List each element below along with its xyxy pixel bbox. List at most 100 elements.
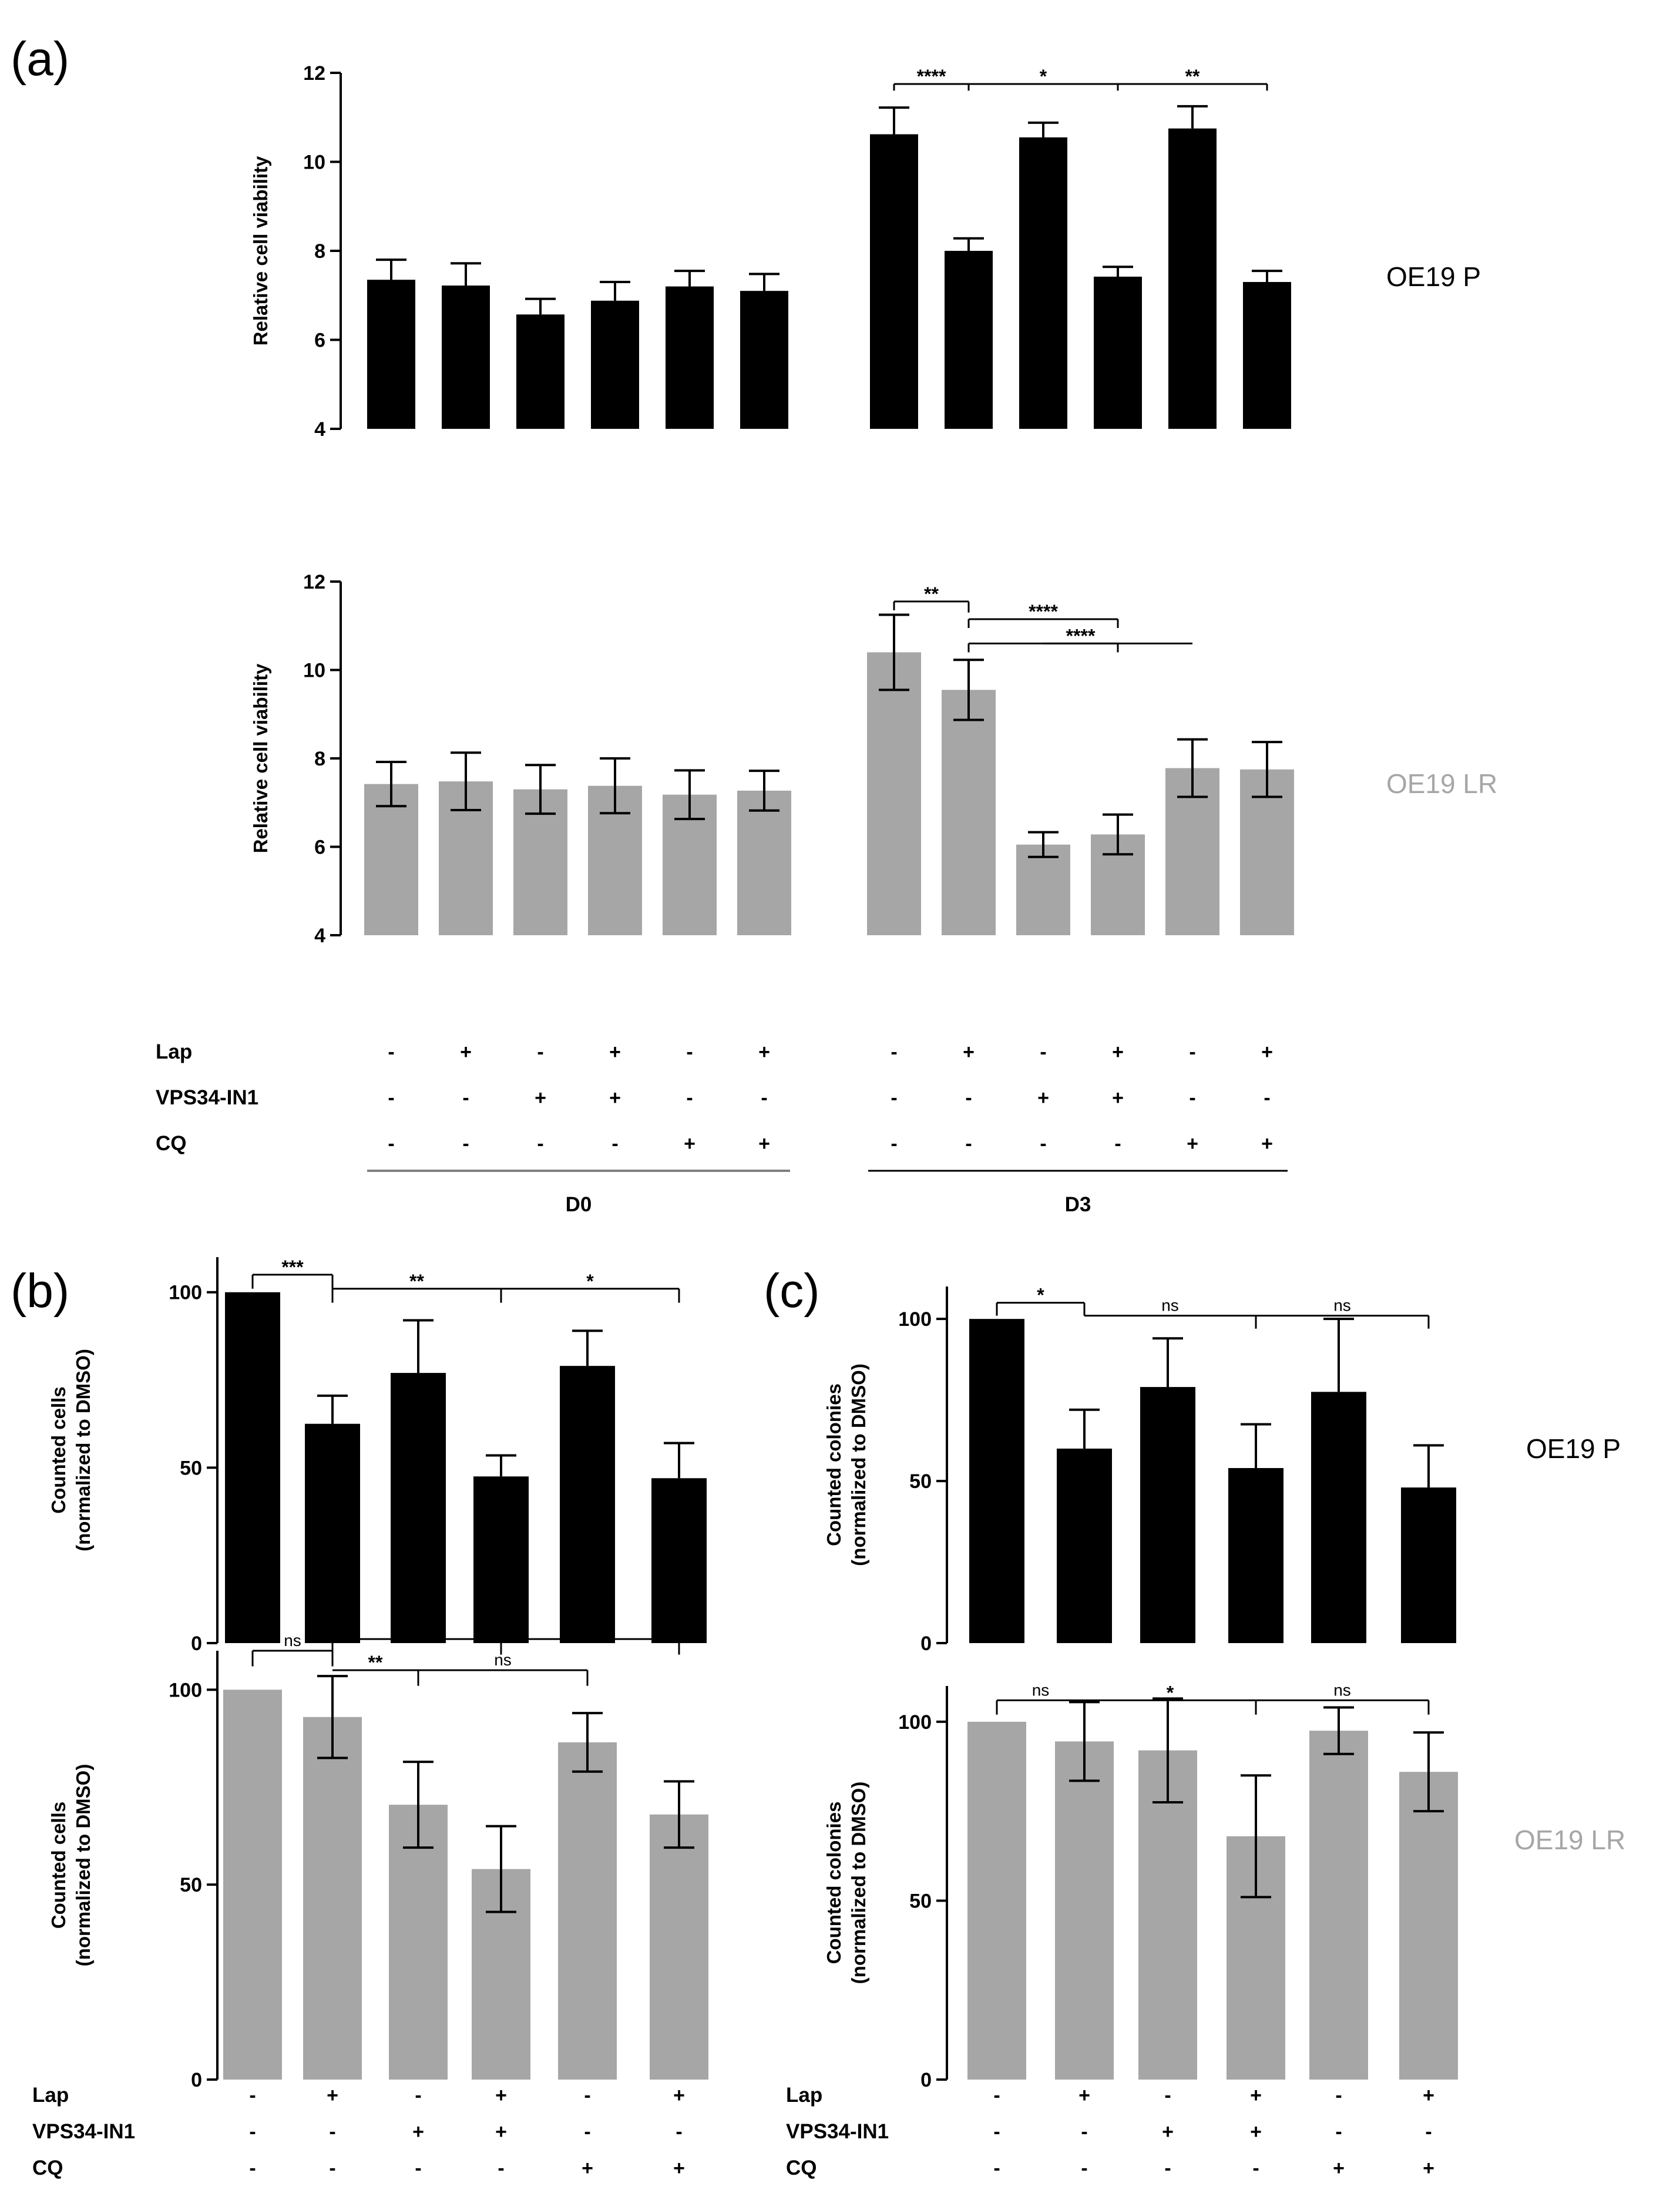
y-tick-label-b_top: 50	[180, 1457, 202, 1479]
treatment-sign-a: +	[609, 1041, 621, 1063]
bar-a_top	[870, 134, 918, 429]
y-axis-label-line: (normalized to DMSO)	[72, 1349, 94, 1551]
treatment-sign-c: -	[993, 2084, 1000, 2107]
treatment-sign-a: -	[537, 1133, 543, 1155]
bar-c_top	[1401, 1487, 1456, 1643]
treatment-sign-b: -	[249, 2084, 256, 2107]
y-tick-label-a_top: 12	[303, 62, 325, 85]
y-tick-label-b_bottom: 50	[180, 1874, 202, 1896]
bar-c_top	[1311, 1392, 1366, 1643]
y-axis-label-a_bottom: Relative cell viability	[250, 663, 271, 853]
treatment-sign-b: -	[415, 2084, 421, 2107]
bar-a_top	[367, 280, 415, 429]
y-tick-label-a_bottom: 12	[303, 571, 325, 593]
treatment-sign-a: +	[1261, 1133, 1273, 1155]
row-label-cq-b: CQ	[32, 2157, 63, 2179]
y-axis-label-line: (normalized to DMSO)	[848, 1363, 869, 1566]
bar-c_top	[1228, 1468, 1283, 1643]
sig-label-b_bottom: ns	[284, 1631, 301, 1650]
group-label-d3: D3	[1065, 1193, 1091, 1216]
y-tick-label-c_bottom: 50	[909, 1890, 932, 1912]
chart-b_top: 0 50 100 Counted cells (normalized to DMSO) *…	[48, 1257, 707, 1655]
row-label-vps34-a: VPS34-IN1	[156, 1086, 258, 1109]
treatment-sign-a: -	[1114, 1133, 1121, 1155]
treatment-sign-c: -	[1252, 2157, 1259, 2179]
y-axis-label-line: (normalized to DMSO)	[72, 1764, 94, 1967]
treatment-sign-b: +	[495, 2121, 507, 2143]
sig-label-b_bottom: **	[368, 1652, 383, 1673]
series-label-bc-bottom: OE19 LR	[1514, 1825, 1625, 1855]
y-tick-label-b_top: 0	[191, 1633, 202, 1655]
y-tick-label-c_top: 0	[920, 1633, 932, 1655]
bar-c_bottom	[1399, 1772, 1458, 2080]
sig-label-a_bottom: ****	[1066, 625, 1096, 646]
treatment-sign-b: +	[582, 2157, 593, 2179]
y-axis-label-a_top: Relative cell viability	[250, 156, 271, 345]
bar-c_bottom	[1138, 1750, 1197, 2080]
treatment-sign-a: -	[611, 1133, 618, 1155]
chart-b_bottom: 0 50 100 Counted cells (normalized to DMSO) n…	[48, 1621, 708, 2091]
bar-a_top	[945, 251, 993, 429]
y-axis-label-c_top: Counted colonies (normalized to DMSO)	[823, 1363, 869, 1566]
treatment-sign-a: +	[460, 1041, 472, 1063]
sig-label-b_top: *	[586, 1271, 594, 1292]
bar-a_top	[740, 291, 788, 429]
bar-b_bottom	[223, 1690, 282, 2080]
treatment-sign-a: -	[462, 1087, 469, 1109]
sig-label-b_top: ***	[281, 1257, 304, 1278]
series-label-a-top: OE19 P	[1386, 261, 1481, 292]
treatment-sign-a: +	[1037, 1087, 1049, 1109]
treatment-sign-c: -	[1164, 2084, 1171, 2107]
group-label-d0: D0	[566, 1193, 592, 1216]
panel-label-b: (b)	[11, 1264, 69, 1318]
treatment-sign-c: -	[1081, 2121, 1087, 2143]
bar-c_bottom	[967, 1721, 1026, 2080]
y-tick-label-c_bottom: 100	[898, 1711, 932, 1734]
bar-a_top	[1243, 282, 1291, 429]
bar-b_top	[225, 1292, 280, 1643]
treatment-sign-c: -	[1164, 2157, 1171, 2179]
bar-a_top	[516, 314, 565, 429]
bar-b_bottom	[303, 1717, 362, 2080]
treatment-sign-a: -	[761, 1087, 767, 1109]
bar-a_bottom	[942, 690, 996, 935]
y-tick-label-a_top: 4	[314, 418, 325, 441]
treatment-sign-c: +	[1250, 2121, 1262, 2143]
bar-c_bottom	[1055, 1741, 1114, 2080]
treatment-sign-a: -	[891, 1087, 897, 1109]
row-label-vps34-c: VPS34-IN1	[786, 2120, 889, 2143]
treatment-sign-b: -	[249, 2121, 256, 2143]
y-tick-label-a_bottom: 4	[314, 925, 325, 947]
bar-a_bottom	[1016, 844, 1070, 935]
row-label-cq-c: CQ	[786, 2157, 817, 2179]
treatment-sign-b: -	[415, 2157, 421, 2179]
y-tick-label-b_bottom: 0	[191, 2069, 202, 2091]
row-label-vps34-b: VPS34-IN1	[32, 2120, 135, 2143]
treatment-sign-a: +	[1187, 1133, 1198, 1155]
treatment-sign-a: -	[1189, 1041, 1195, 1063]
treatment-sign-a: +	[535, 1087, 546, 1109]
sig-label-b_bottom: ns	[494, 1651, 512, 1669]
treatment-sign-b: -	[498, 2157, 504, 2179]
sig-label-a_top: **	[1185, 66, 1200, 87]
row-label-lap-c: Lap	[786, 2084, 822, 2107]
y-tick-label-a_bottom: 10	[303, 660, 325, 682]
bar-b_top	[473, 1476, 529, 1643]
treatment-sign-c: -	[1425, 2121, 1432, 2143]
treatment-sign-a: +	[758, 1041, 770, 1063]
y-tick-label-a_top: 6	[314, 330, 325, 352]
sig-label-b_bottom: ***	[579, 1621, 602, 1642]
sig-label-c_bottom: *	[1167, 1682, 1174, 1703]
treatment-sign-c: -	[993, 2157, 1000, 2179]
treatment-sign-a: -	[891, 1133, 897, 1155]
bar-b_top	[391, 1373, 446, 1643]
treatment-sign-a: -	[388, 1087, 394, 1109]
bar-b_bottom	[650, 1814, 708, 2080]
treatment-sign-c: -	[1081, 2157, 1087, 2179]
treatment-sign-c: +	[1078, 2084, 1090, 2107]
bar-a_top	[442, 286, 490, 429]
treatment-sign-a: -	[388, 1133, 394, 1155]
y-tick-label-c_bottom: 0	[920, 2069, 932, 2091]
treatment-sign-b: +	[327, 2084, 338, 2107]
bar-a_top	[1094, 276, 1142, 429]
